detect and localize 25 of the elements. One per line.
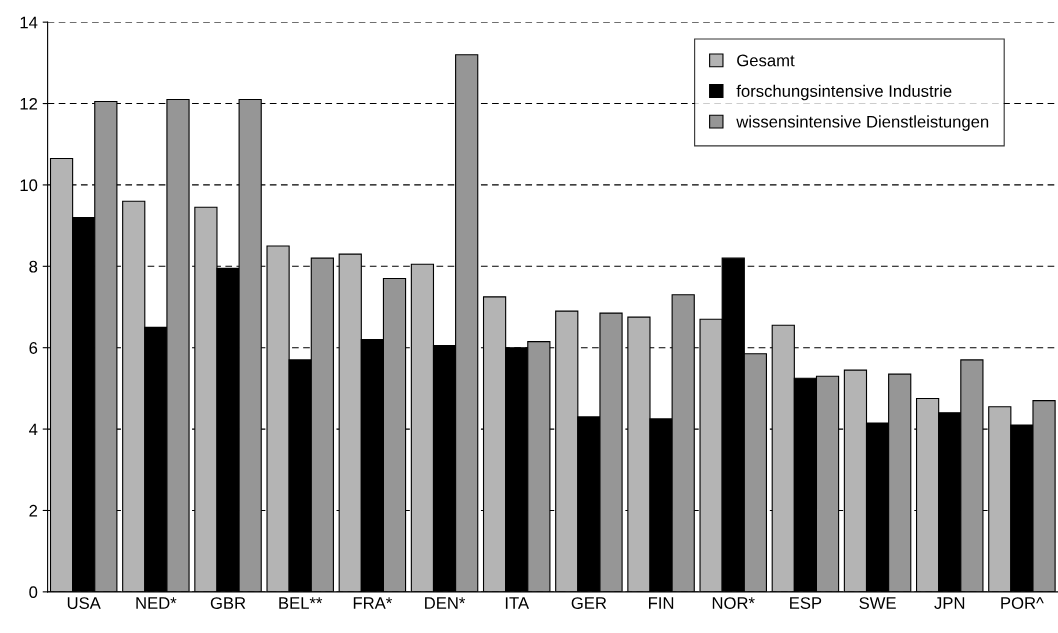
legend-label: forschungsintensive Industrie bbox=[736, 84, 952, 101]
y-tick-label: 8 bbox=[29, 260, 38, 273]
y-tick-label: 14 bbox=[20, 16, 38, 29]
legend-label: wissensintensive Dienstleistungen bbox=[736, 115, 989, 131]
y-tick-label: 0 bbox=[29, 586, 38, 599]
y-tick-label: 6 bbox=[29, 342, 38, 354]
x-tick-label: ESP bbox=[790, 597, 822, 609]
y-tick-label: 4 bbox=[29, 423, 38, 436]
y-tick-label: 12 bbox=[20, 97, 38, 110]
y-tick-label: 2 bbox=[29, 504, 38, 517]
x-tick-label: GER bbox=[571, 597, 607, 609]
x-tick-label: ITA bbox=[505, 597, 530, 609]
x-tick-label: NED* bbox=[136, 597, 177, 609]
x-tick-label: GBR bbox=[210, 597, 246, 609]
x-tick-label: JPN bbox=[934, 597, 965, 609]
x-tick-label: NOR* bbox=[712, 597, 755, 609]
x-tick-label: USA bbox=[67, 597, 101, 609]
legend-label: Gesamt bbox=[737, 54, 795, 67]
y-tick-label: 10 bbox=[20, 179, 38, 192]
x-tick-label: SWE bbox=[859, 597, 896, 609]
x-tick-label: POR^ bbox=[1001, 597, 1044, 609]
x-tick-label: BEL** bbox=[279, 597, 323, 609]
x-tick-label: FIN bbox=[649, 597, 674, 609]
x-tick-label: FRA* bbox=[353, 597, 393, 609]
x-tick-label: DEN* bbox=[425, 597, 466, 609]
